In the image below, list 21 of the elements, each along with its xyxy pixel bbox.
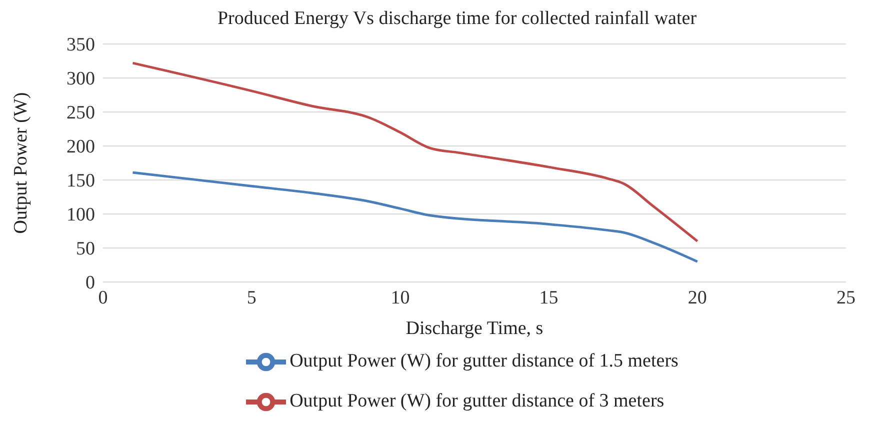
y-tick-label: 100 [66, 204, 95, 226]
line-series [131, 62, 699, 242]
y-tick-label: 300 [66, 68, 95, 90]
x-tick-label: 20 [688, 287, 707, 308]
y-tick-label: 250 [66, 102, 95, 124]
y-axis-title: Output Power (W) [10, 92, 32, 234]
y-tick-label: 350 [66, 34, 95, 56]
x-axis-title: Discharge Time, s [406, 318, 544, 339]
x-tick-label: 15 [539, 287, 558, 308]
line-series [131, 171, 699, 263]
x-tick-label: 5 [246, 287, 256, 308]
x-tick-label: 25 [836, 287, 856, 308]
legend-label: Output Power (W) for gutter distance of 1.5 meters [290, 350, 678, 372]
y-tick-label: 50 [76, 238, 95, 260]
legend-label: Output Power (W) for gutter distance of 3 meters [290, 390, 664, 412]
x-tick-label: 10 [390, 287, 410, 308]
chart-title: Produced Energy Vs discharge time for collected rainfall water [216, 8, 698, 31]
y-tick-label: 150 [66, 170, 95, 192]
y-tick-label: 0 [86, 272, 95, 294]
x-tick-label: 0 [98, 287, 108, 308]
y-tick-label: 200 [66, 136, 95, 158]
